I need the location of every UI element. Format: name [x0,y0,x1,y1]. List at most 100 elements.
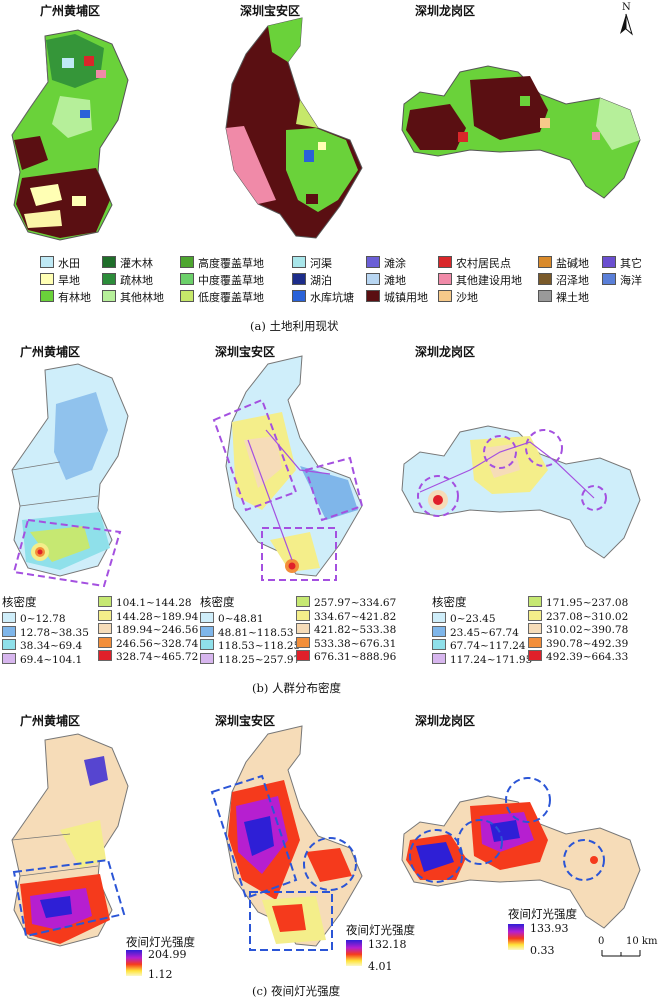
density-legend: 核密度 0~48.81 48.81~118.53 118.53~118.25 118.2… [200,595,420,676]
legend-label: 676.31~888.96 [314,651,397,663]
map-baoan-density [212,355,364,581]
district-label-baoan: 深圳宝安区 [215,345,276,359]
legend-item: 疏林地 [102,273,153,287]
legend-item: 有林地 [40,290,91,304]
legend-swatch [40,256,54,268]
legend-label: 12.78~38.35 [20,626,89,639]
map-huangpu-landuse [11,29,129,241]
nightlight-legend-title: 夜间灯光强度 [508,907,577,921]
legend-label: 低度覆盖草地 [198,291,264,304]
legend-label: 118.25~257.97 [218,653,301,666]
legend-label: 0~12.78 [20,613,66,625]
caption-b: (b) 人群分布密度 [252,681,341,695]
caption-a: (a) 土地利用现状 [250,319,339,333]
legend-item: 水田 [40,256,80,270]
density-legend-item: 12.78~38.35 [2,625,89,640]
legend-label: 旱地 [58,274,80,287]
legend-item: 低度覆盖草地 [180,290,264,304]
legend-item: 其他林地 [102,290,164,304]
legend-label: 533.38~676.31 [314,637,397,650]
district-label-longgang: 深圳龙岗区 [415,4,476,18]
legend-item: 旱地 [40,273,80,287]
legend-item: 裸土地 [538,290,589,304]
legend-label: 246.56~328.74 [116,637,199,650]
density-legend-item: 67.74~117.24 [432,639,526,653]
density-legend-item: 421.82~533.38 [296,623,396,637]
legend-label: 118.53~118.25 [218,640,301,652]
density-legend-item: 0~48.81 [200,612,264,626]
legend-label: 0~23.45 [450,613,496,625]
legend-label: 117.24~171.95 [450,653,533,666]
legend-swatch [200,639,214,650]
density-legend-item: 144.28~189.94 [98,609,198,624]
legend-swatch [438,290,452,302]
legend-label: 38.34~69.4 [20,640,83,652]
legend-swatch [102,256,116,268]
legend-label: 灌木林 [120,257,153,270]
density-legend-item: 104.1~144.28 [98,596,192,610]
legend-swatch [366,290,380,302]
legend-swatch [438,256,452,268]
legend-label: 其他林地 [120,291,164,304]
density-legend: 核密度 0~12.78 12.78~38.35 38.34~69.4 69.4~104.… [2,595,222,676]
map-baoan-nightlight [210,725,363,951]
legend-label: 257.97~334.67 [314,597,397,609]
map-longgang-landuse [401,65,641,199]
district-label-baoan: 深圳宝安区 [215,714,276,728]
legend-swatch [366,273,380,285]
scale-bar-icon [601,950,641,957]
legend-swatch [98,596,112,607]
density-legend-title: 核密度 [2,595,37,609]
map-longgang-density [401,425,641,559]
legend-label: 其他建设用地 [456,274,522,287]
legend-swatch [98,609,112,621]
nightlight-max: 132.18 [368,938,407,951]
district-label-longgang: 深圳龙岗区 [415,345,476,359]
legend-item: 其他建设用地 [438,273,522,287]
legend-swatch [200,625,214,637]
nightlight-legend-title: 夜间灯光强度 [346,923,415,937]
legend-label: 310.02~390.78 [546,624,629,636]
density-legend-item: 189.94~246.56 [98,623,198,637]
scale-zero: 0 [598,936,605,947]
density-legend-item: 0~12.78 [2,612,66,626]
legend-label: 高度覆盖草地 [198,257,264,270]
legend-label: 328.74~465.72 [116,651,199,663]
density-legend-title: 核密度 [432,595,467,609]
legend-swatch [528,636,542,648]
density-legend-item: 257.97~334.67 [296,596,396,610]
legend-label: 其它 [620,257,642,270]
legend-label: 有林地 [58,291,91,304]
legend-item: 高度覆盖草地 [180,256,264,270]
legend-swatch [432,652,446,664]
legend-label: 滩涂 [384,257,406,270]
legend-label: 水田 [58,257,80,270]
legend-label: 海洋 [620,274,642,287]
legend-swatch [98,623,112,634]
legend-label: 城镇用地 [384,291,428,304]
density-legend-item: 533.38~676.31 [296,636,397,651]
legend-label: 237.08~310.02 [546,610,629,623]
legend-item: 灌木林 [102,256,153,270]
nightlight-color-ramp [126,950,142,976]
legend-item: 其它 [602,256,642,270]
density-legend-item: 237.08~310.02 [528,609,629,624]
north-label: N [622,2,631,13]
density-legend-item: 69.4~104.1 [2,652,82,667]
density-legend-item: 492.39~664.33 [528,650,628,664]
legend-item: 滩涂 [366,256,406,270]
legend-swatch [602,273,616,285]
density-legend-title: 核密度 [200,595,235,609]
legend-swatch [366,256,380,268]
nightlight-max: 204.99 [148,948,187,961]
legend-swatch [296,623,310,634]
legend-swatch [98,636,112,648]
legend-swatch [432,625,446,637]
density-legend-item: 334.67~421.82 [296,609,396,624]
density-legend-item: 118.25~257.97 [200,652,301,667]
district-label-huangpu: 广州黄埔区 [40,4,101,18]
legend-swatch [40,273,54,285]
legend-swatch [180,256,194,268]
